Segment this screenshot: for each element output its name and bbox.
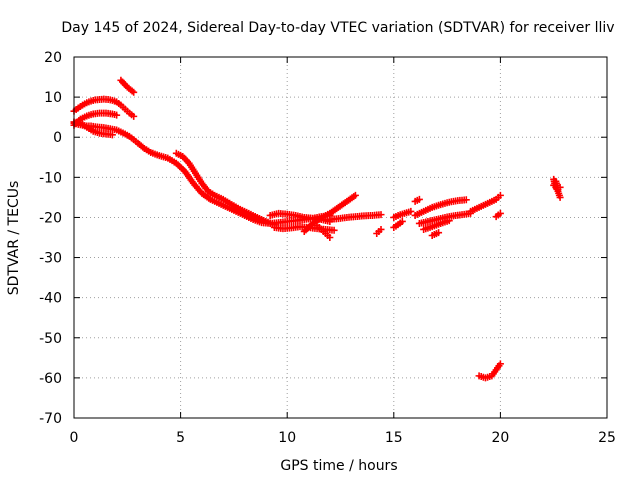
y-tick-label: -60	[39, 371, 62, 387]
series-19-markers	[467, 191, 504, 215]
y-tick-label: 0	[53, 130, 62, 146]
series-11	[373, 225, 385, 237]
series-21	[475, 360, 504, 382]
series-18	[411, 195, 423, 205]
series-23	[550, 177, 564, 193]
series-12	[390, 207, 415, 221]
y-tick-label: -50	[39, 331, 62, 347]
series-4	[117, 76, 138, 96]
series-13	[390, 217, 406, 231]
y-tick-label: -70	[39, 411, 62, 427]
series-4-markers	[117, 76, 138, 96]
series-23-markers	[550, 177, 564, 193]
series-15-markers	[415, 209, 475, 227]
data-points	[70, 76, 564, 382]
chart-title: Day 145 of 2024, Sidereal Day-to-day VTE…	[61, 20, 614, 36]
x-axis-label: GPS time / hours	[280, 458, 397, 474]
series-10-markers	[326, 211, 385, 223]
x-tick-label: 20	[491, 430, 509, 446]
series-12-markers	[390, 207, 415, 221]
series-8-markers	[300, 191, 359, 235]
series-17	[428, 229, 443, 239]
series-8	[300, 191, 359, 235]
series-11-markers	[373, 225, 385, 237]
y-axis-label: SDTVAR / TECUs	[6, 181, 22, 296]
y-tick-label: 20	[44, 50, 62, 66]
x-tick-label: 0	[70, 430, 79, 446]
series-14-markers	[411, 196, 470, 219]
x-tick-label: 5	[176, 430, 185, 446]
series-21-markers	[475, 360, 504, 382]
y-tick-label: -30	[39, 251, 62, 267]
y-tick-label: 10	[44, 90, 62, 106]
axis-ticks: 0 5 10 15 20 25 20 10 0 -10 -20 -30 -40 -50 -60 -70	[39, 50, 616, 446]
y-tick-label: -40	[39, 291, 62, 307]
plot-frame	[73, 56, 608, 419]
series-20-markers	[492, 209, 504, 221]
grid	[74, 57, 607, 418]
x-tick-label: 15	[385, 430, 403, 446]
y-tick-label: -10	[39, 170, 62, 186]
x-tick-label: 25	[598, 430, 616, 446]
series-13-markers	[390, 217, 406, 231]
series-9	[313, 221, 334, 241]
series-14	[411, 196, 470, 219]
series-16	[420, 217, 453, 233]
series-15	[415, 209, 475, 227]
series-5	[172, 149, 278, 229]
series-20	[492, 209, 504, 221]
series-10	[326, 211, 385, 223]
series-19	[467, 191, 504, 215]
series-18-markers	[411, 195, 423, 205]
y-tick-label: -20	[39, 210, 62, 226]
series-17-markers	[428, 229, 443, 239]
series-16-markers	[420, 217, 453, 233]
series-5-markers	[172, 149, 278, 229]
series-9-markers	[313, 221, 334, 241]
x-tick-label: 10	[278, 430, 296, 446]
